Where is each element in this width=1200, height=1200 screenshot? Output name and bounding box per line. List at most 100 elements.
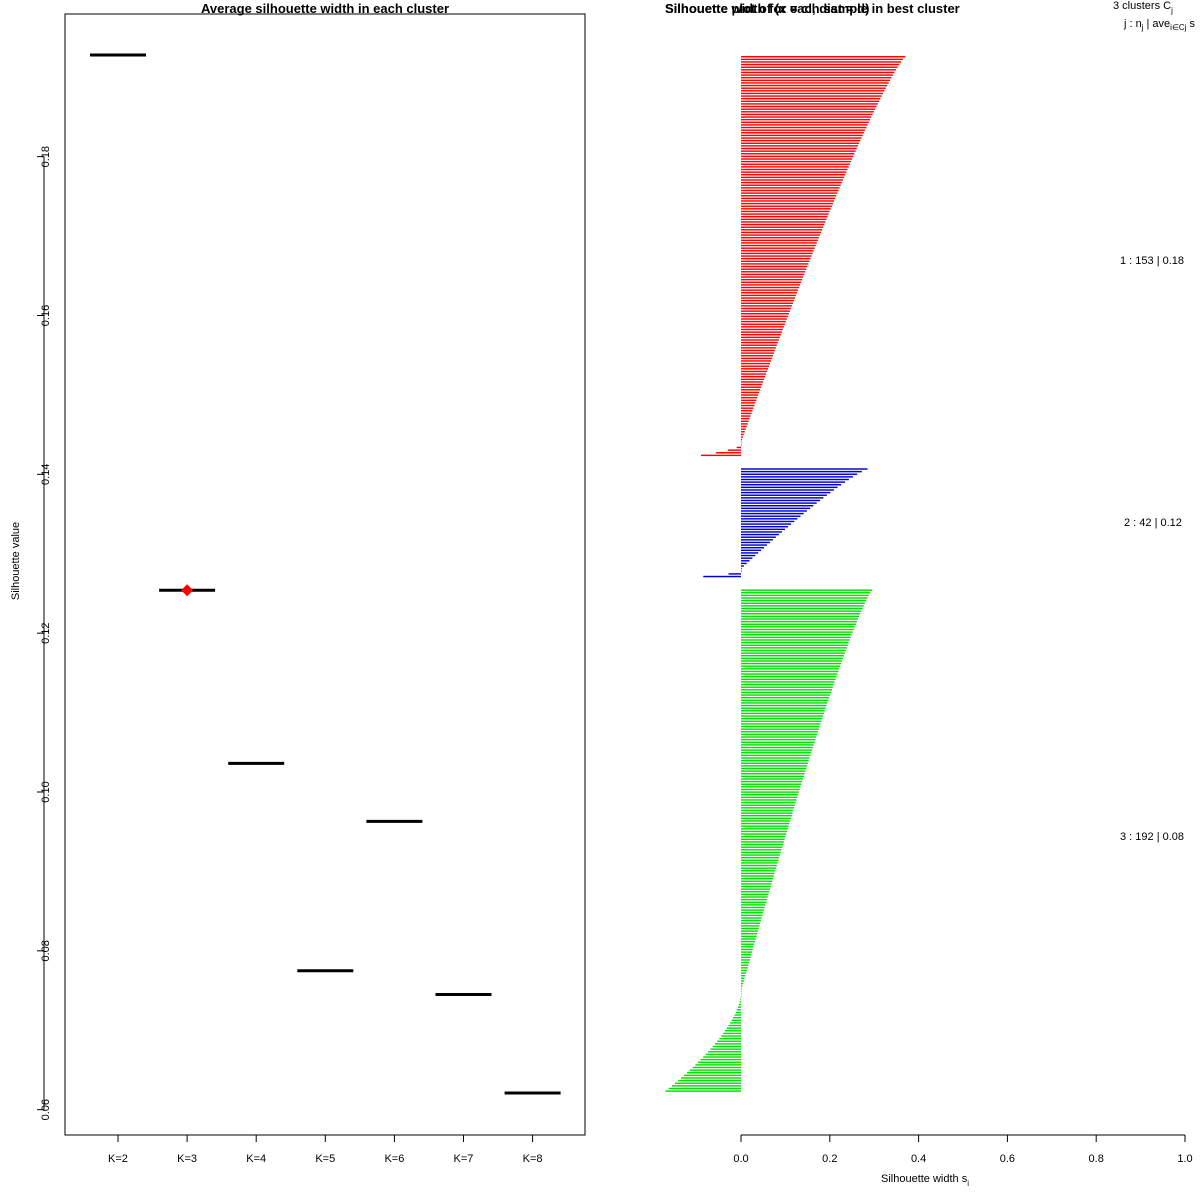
silhouette-bar-cluster-3 [741,780,803,783]
silhouette-bar-cluster-3 [741,875,774,877]
silhouette-bar-cluster-1 [741,174,846,176]
silhouette-bar-cluster-1 [741,163,850,165]
silhouette-bar-cluster-2 [741,510,807,512]
silhouette-bar-cluster-3 [705,1053,741,1056]
silhouette-bar-cluster-1 [741,61,902,63]
legend-header-line1: 3 clusters Cj [1113,0,1173,15]
silhouette-bar-cluster-3 [741,830,787,833]
silhouette-bar-cluster-3 [741,683,834,686]
silhouette-bar-cluster-2 [741,554,756,557]
left-y-axis: 0.06 0.08 0.10 0.12 0.14 0.16 0.18 [37,146,52,1120]
silhouette-bar-cluster-1 [741,381,764,383]
silhouette-bar-cluster-1 [741,391,760,394]
silhouette-bar-cluster-2 [741,507,811,510]
silhouette-bar-cluster-3 [728,1024,741,1027]
silhouette-bar-cluster-1 [741,441,742,443]
silhouette-bar-cluster-2 [741,494,827,496]
silhouette-bar-cluster-2 [741,567,742,570]
silhouette-bar-cluster-3 [741,670,839,673]
silhouette-bar-cluster-3 [741,717,823,720]
silhouette-bar-cluster-1 [741,263,809,265]
silhouette-bar-cluster-1 [741,436,743,438]
silhouette-bar-cluster-3 [741,906,765,909]
silhouette-bar-cluster-1 [741,210,830,213]
silhouette-bar-cluster-1 [741,195,837,197]
silhouette-bar-cluster-3 [698,1061,741,1063]
silhouette-bar-cluster-1 [741,431,745,433]
silhouette-bar-cluster-3 [741,636,851,639]
silhouette-bar-cluster-3 [741,822,790,825]
silhouette-bar-cluster-1 [741,365,769,367]
silhouette-bar-cluster-3 [741,634,852,636]
silhouette-bar-cluster-3 [741,974,746,977]
silhouette-bar-cluster-2 [741,520,795,523]
silhouette-bar-cluster-1 [741,404,755,407]
silhouette-bar-cluster-3 [741,678,836,681]
silhouette-bar-cluster-3 [741,599,867,602]
silhouette-bar-cluster-3 [741,791,799,793]
silhouette-bar-cluster-1 [741,417,750,420]
silhouette-bar-cluster-1 [741,108,876,110]
silhouette-bar-cluster-3 [741,738,816,741]
silhouette-bar-cluster-3 [695,1064,741,1066]
cluster-1-summary: 1 : 153 | 0.18 [1120,255,1184,267]
silhouette-bar-cluster-1 [741,438,742,441]
silhouette-bar-cluster-2 [741,546,765,549]
silhouette-bar-cluster-1 [741,389,761,391]
left-x-tick-label: K=2 [108,1153,128,1165]
silhouette-bar-cluster-3 [741,901,767,903]
silhouette-bar-cluster-1 [741,444,742,446]
silhouette-bar-cluster-3 [741,725,820,728]
right-x-tick-label: 0.2 [822,1153,837,1165]
silhouette-bar-cluster-3 [741,946,754,948]
silhouette-bar-cluster-1 [741,221,826,223]
silhouette-bar-cluster-3 [741,731,818,733]
silhouette-bars [665,56,906,1092]
silhouette-bar-cluster-1 [741,289,799,291]
silhouette-bar-cluster-1 [741,433,744,436]
silhouette-bar-cluster-1 [741,360,771,362]
silhouette-bar-cluster-1 [741,302,793,304]
silhouette-bar-cluster-3 [734,1014,741,1016]
silhouette-bar-cluster-3 [741,804,795,806]
silhouette-bar-cluster-1 [741,63,900,66]
silhouette-bar-cluster-2 [741,489,834,491]
silhouette-bar-cluster-3 [741,778,803,780]
silhouette-bar-cluster-3 [741,951,752,953]
silhouette-bar-cluster-3 [741,967,748,969]
silhouette-bar-cluster-1 [741,412,752,415]
silhouette-bar-cluster-3 [741,817,791,820]
silhouette-bar-cluster-3 [741,704,827,707]
silhouette-bar-cluster-3 [689,1069,741,1071]
silhouette-bar-cluster-3 [741,898,767,901]
silhouette-bar-cluster-1 [741,116,872,118]
silhouette-bar-cluster-3 [741,757,810,759]
silhouette-bar-cluster-3 [741,647,847,649]
silhouette-bar-cluster-3 [741,662,842,665]
silhouette-bar-cluster-3 [741,809,794,812]
silhouette-bar-cluster-2 [741,484,842,486]
silhouette-bar-cluster-3 [741,783,802,785]
silhouette-bar-cluster-3 [741,765,808,767]
silhouette-bar-cluster-3 [665,1090,741,1092]
silhouette-bar-cluster-1 [741,189,839,192]
left-x-tick-label: K=7 [454,1153,474,1165]
silhouette-bar-cluster-3 [741,877,774,880]
silhouette-bar-cluster-3 [708,1051,741,1053]
silhouette-bar-cluster-3 [741,862,778,864]
silhouette-bar-cluster-1 [741,284,801,286]
silhouette-bar-cluster-1 [741,87,886,89]
silhouette-bar-cluster-1 [741,215,828,218]
silhouette-bar-cluster-3 [741,919,761,922]
silhouette-bar-cluster-3 [741,885,771,888]
legend-header-line2: j : nj | avei∈Cj s [1123,18,1195,32]
silhouette-bar-cluster-1 [741,181,842,184]
silhouette-bar-cluster-3 [741,851,781,854]
silhouette-bar-cluster-3 [741,841,784,843]
silhouette-bar-cluster-1 [741,56,906,58]
silhouette-bar-cluster-1 [741,184,841,186]
silhouette-bar-cluster-2 [741,570,742,573]
silhouette-bar-cluster-1 [741,90,885,92]
silhouette-bar-cluster-1 [741,95,882,97]
silhouette-bar-cluster-1 [741,132,864,134]
